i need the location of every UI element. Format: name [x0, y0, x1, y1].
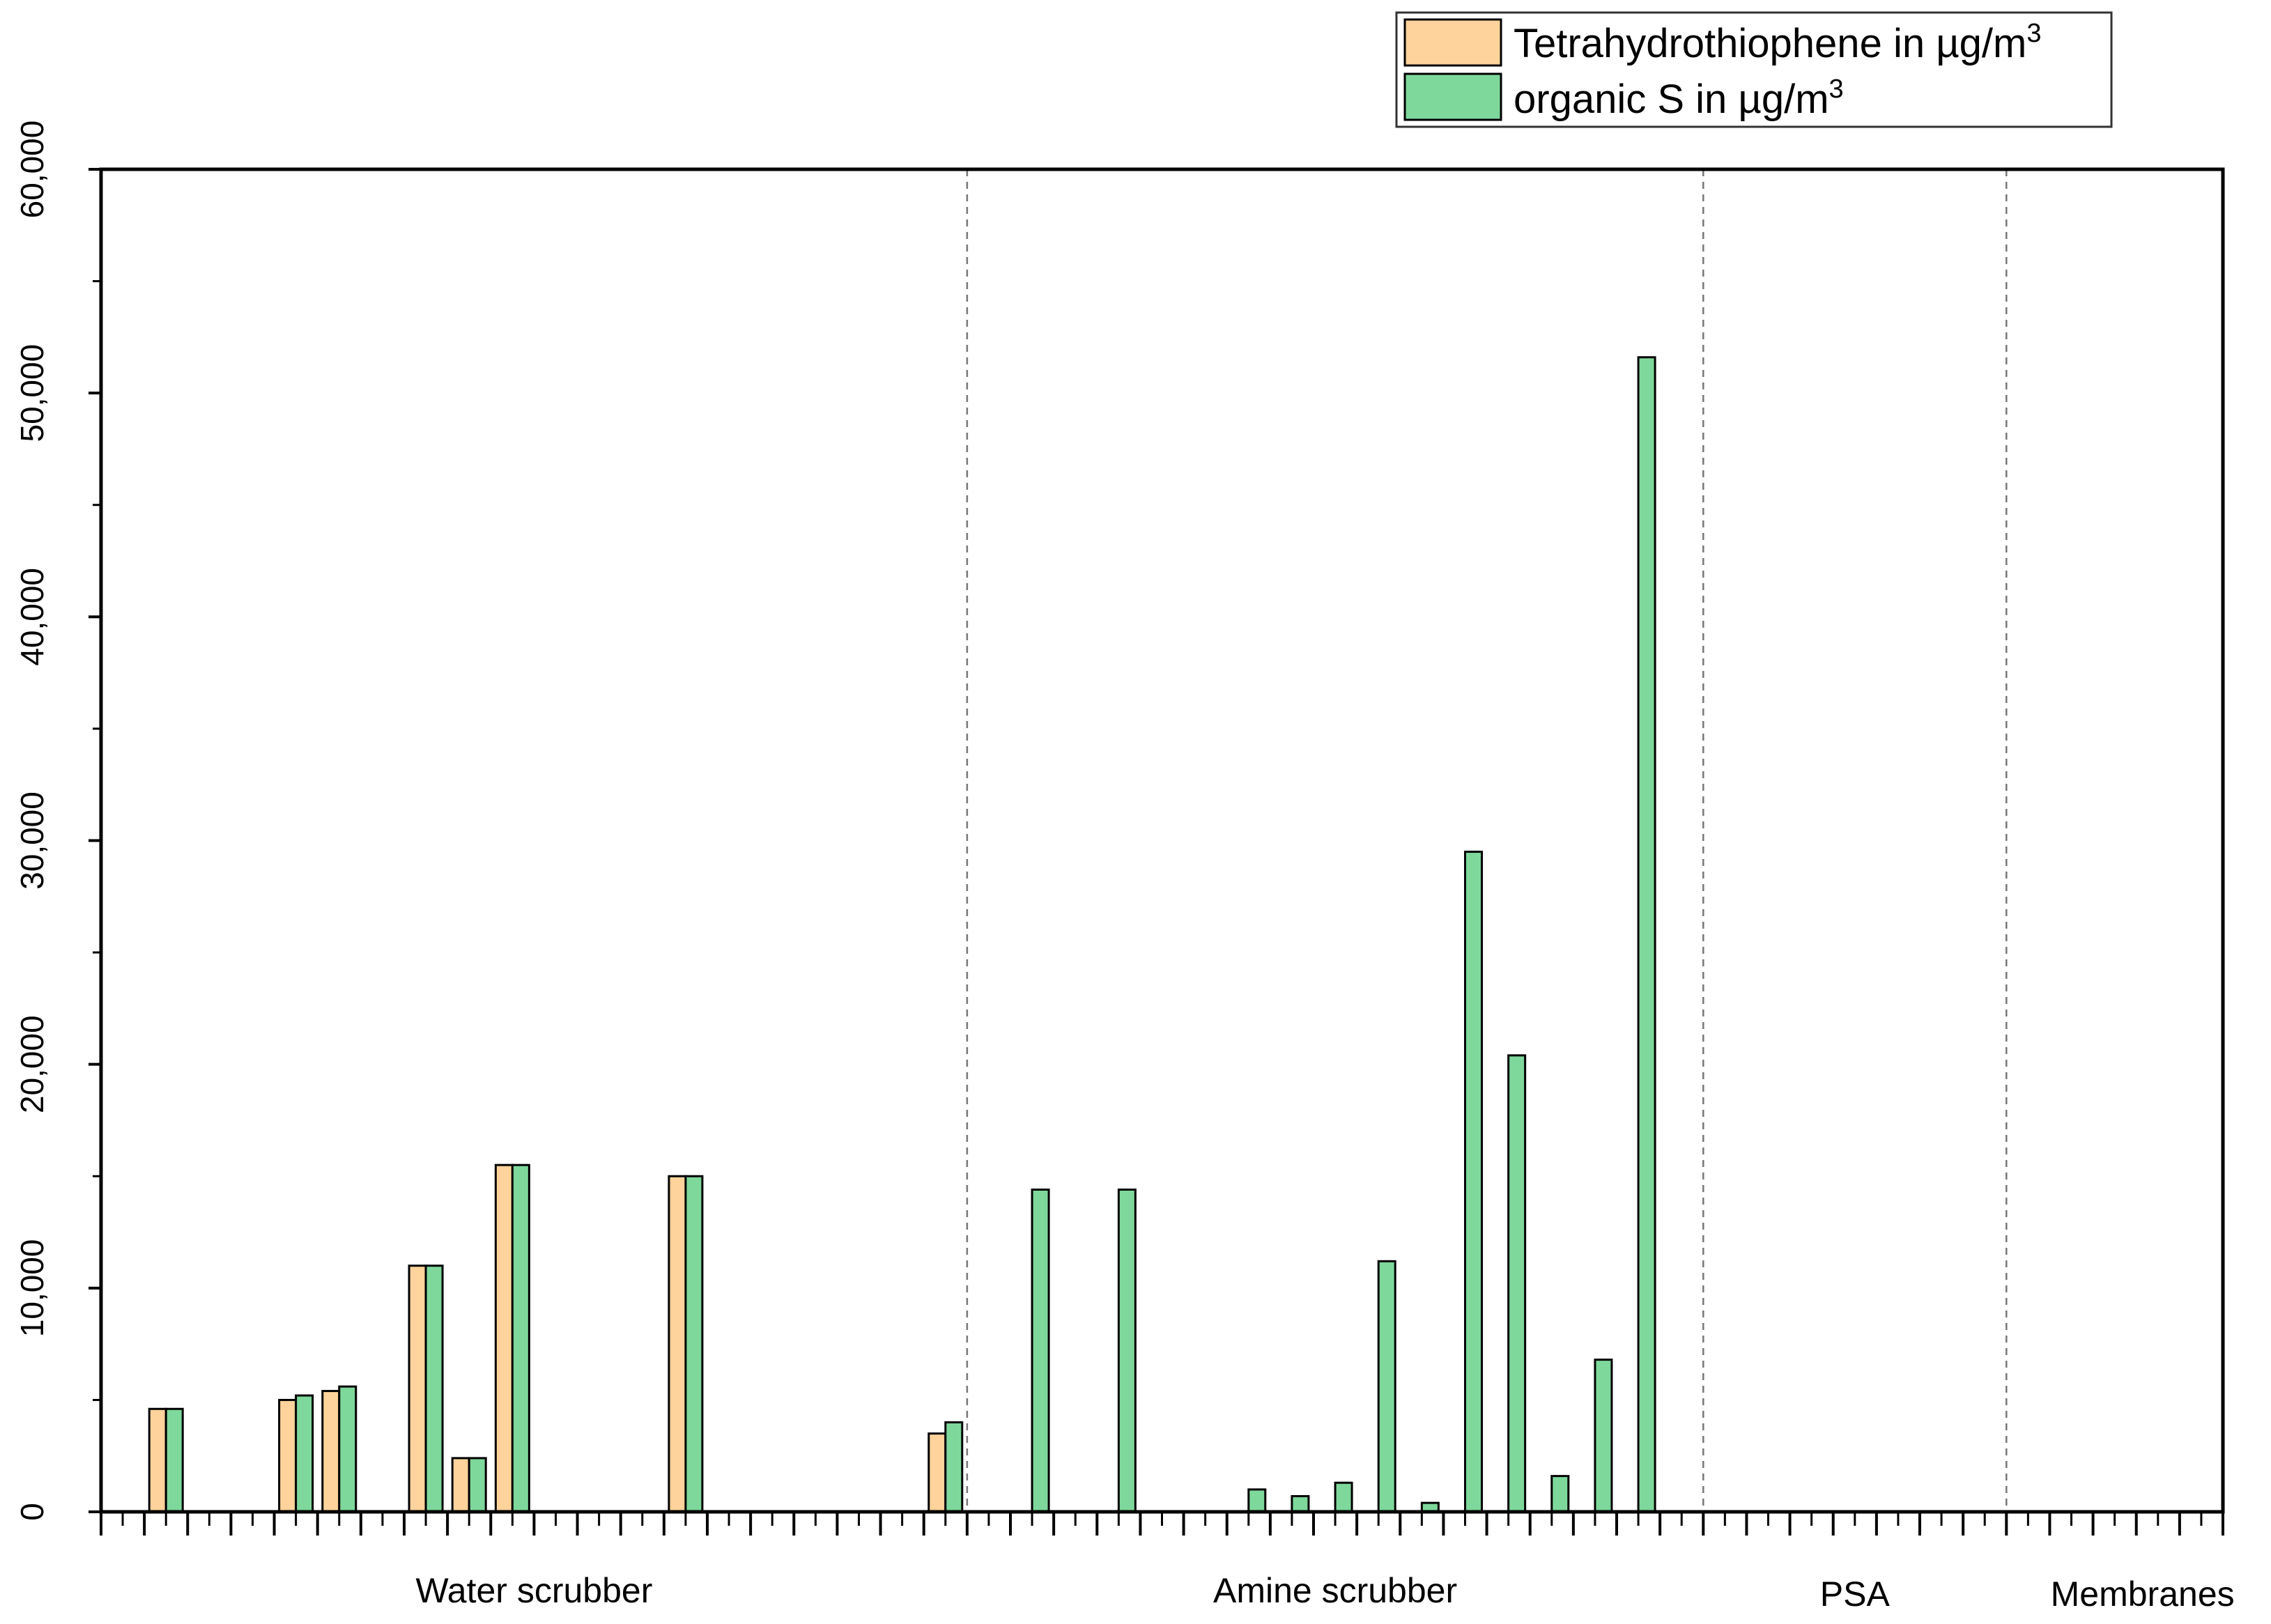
group-dividers — [966, 169, 2008, 1512]
legend-swatch-tht — [1403, 18, 1502, 67]
y-tick-label: 40,000 — [14, 568, 50, 666]
y-tick-label: 50,000 — [14, 344, 50, 442]
bar-orgS — [468, 1457, 487, 1513]
bar-orgS — [1594, 1359, 1613, 1513]
bar-orgS — [338, 1385, 357, 1513]
legend: Tetrahydrothiophene in µg/m3 organic S i… — [1395, 11, 2113, 128]
bar-tht — [148, 1407, 167, 1513]
y-tick-label: 30,000 — [14, 791, 50, 890]
legend-label-tht: Tetrahydrothiophene in µg/m3 — [1514, 19, 2041, 66]
bar-tht — [321, 1390, 341, 1513]
bar-orgS — [1291, 1495, 1310, 1513]
legend-sup-tht: 3 — [2026, 19, 2041, 48]
x-axis-group-labels: Water scrubber Amine scrubber PSA Membranes — [415, 1571, 2234, 1614]
bar-orgS — [684, 1175, 704, 1513]
y-axis-ticks: 0 10,000 20,000 30,000 40,000 50,000 60,000 — [14, 121, 101, 1521]
bar-tht — [494, 1163, 514, 1513]
x-group-label: Water scrubber — [415, 1571, 652, 1610]
bar-orgS — [1031, 1189, 1050, 1513]
legend-box — [1395, 11, 2113, 128]
bar-orgS — [295, 1394, 314, 1513]
bar-orgS — [511, 1163, 530, 1513]
y-tick-label: 0 — [14, 1503, 50, 1521]
bar-orgS — [1334, 1481, 1353, 1513]
x-group-label: Membranes — [2051, 1575, 2235, 1614]
bar-orgS — [1377, 1260, 1396, 1513]
legend-sup-orgS: 3 — [1829, 75, 1844, 104]
legend-label-orgS: organic S in µg/m3 — [1514, 75, 1844, 122]
x-axis-ticks — [100, 1512, 2224, 1536]
y-tick-label: 20,000 — [14, 1015, 50, 1113]
bar-tht — [278, 1398, 298, 1513]
bar-orgS — [1247, 1488, 1267, 1513]
x-group-label: Amine scrubber — [1213, 1571, 1457, 1610]
x-group-label: PSA — [1820, 1575, 1891, 1614]
bar-orgS — [1464, 851, 1483, 1513]
bar-orgS — [1637, 356, 1656, 1513]
legend-swatch-orgS — [1403, 72, 1502, 121]
bar-tht — [408, 1265, 427, 1513]
y-tick-label: 10,000 — [14, 1239, 50, 1337]
bar-orgS — [164, 1407, 184, 1513]
bar-orgS — [1507, 1054, 1527, 1513]
bar-orgS — [1117, 1189, 1137, 1513]
bar-tht — [927, 1432, 947, 1513]
y-tick-label: 60,000 — [14, 121, 50, 219]
bar-orgS — [424, 1265, 444, 1513]
bar-orgS — [944, 1421, 964, 1513]
bar-orgS — [1550, 1475, 1570, 1513]
bars — [148, 356, 1656, 1513]
bar-tht — [451, 1457, 470, 1513]
bar-tht — [668, 1175, 687, 1513]
